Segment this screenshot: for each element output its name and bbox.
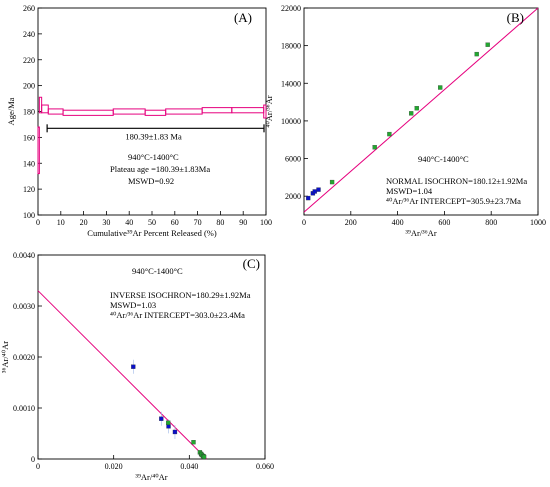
y-tick-label: 180 (23, 108, 35, 117)
x-tick-label: 400 (392, 218, 404, 227)
annotation-isochron-age: INVERSE ISOCHRON=180.29±1.92Ma (110, 290, 251, 300)
y-tick-label: 140 (23, 159, 35, 168)
data-point-green (409, 111, 414, 116)
y-tick-label: 6000 (285, 155, 301, 164)
panel-label: (C) (243, 256, 260, 271)
data-point-green (474, 51, 479, 57)
y-tick-label: 100 (23, 211, 35, 220)
x-tick-label: 50 (148, 218, 156, 227)
data-point-green (387, 131, 392, 137)
annotation-temperature: 940°C-1400°C (132, 266, 183, 276)
x-tick-label: 0.040 (180, 462, 198, 471)
y-tick-label: 22000 (281, 4, 301, 13)
y-tick-label: 260 (23, 4, 35, 13)
annotation-isochron-age: NORMAL ISOCHRON=180.12±1.92Ma (386, 176, 527, 186)
annotation-intercept: ⁴⁰Ar/³⁶Ar INTERCEPT=303.0±23.4Ma (110, 310, 245, 320)
age-step (47, 108, 64, 115)
x-axis-label: ³⁹Ar/³⁶Ar (405, 228, 436, 238)
age-step (62, 109, 114, 116)
annotation-plateau-age: Plateau age =180.39±1.83Ma (110, 164, 210, 174)
y-tick-label: 240 (23, 30, 35, 39)
data-point-green (165, 420, 171, 425)
isochron-fit-line (303, 7, 539, 213)
x-axis-label: Cumulative³⁹Ar Percent Released (%) (87, 228, 217, 238)
age-step (263, 104, 267, 119)
data-point-blue (316, 187, 321, 192)
y-axis-label: ³⁶Ar/⁴⁰Ar (0, 341, 10, 373)
y-tick-label: 0.0030 (13, 302, 35, 311)
data-point-blue (172, 429, 178, 435)
data-point-green (201, 454, 207, 460)
y-tick-label: 0 (31, 455, 35, 464)
y-tick-label: 220 (23, 56, 35, 65)
x-tick-label: 70 (194, 218, 202, 227)
plateau-label: 180.39±1.83 Ma (125, 131, 182, 141)
isochron-fit-line (37, 290, 208, 460)
x-tick-label: 1000 (530, 218, 546, 227)
y-tick-label: 120 (23, 185, 35, 194)
age-step (41, 104, 49, 114)
panel-a-plateau-chart: 100 120 140 160 180 200 220 240 260 0 10 20 30 40 50 60… (6, 4, 272, 238)
y-tick-label: 0.0020 (13, 353, 35, 362)
x-tick-label: 0 (36, 462, 40, 471)
y-tick-label: 0.0010 (13, 404, 35, 413)
y-tick-label: 0.0040 (13, 251, 35, 260)
x-tick-label: 200 (345, 218, 357, 227)
age-step (201, 107, 233, 114)
y-tick-label: 10000 (281, 117, 301, 126)
data-point-blue (166, 424, 171, 429)
x-tick-label: 10 (57, 218, 65, 227)
x-tick-label: 60 (171, 218, 179, 227)
age-step (112, 108, 146, 115)
x-axis-label: ³⁹Ar/⁴⁰Ar (135, 472, 167, 482)
annotation-mswd: MSWD=0.92 (128, 176, 174, 186)
plot-frame (303, 7, 539, 216)
x-tick-label: 40 (125, 218, 133, 227)
plot-frame (37, 254, 266, 460)
annotation-mswd: MSWD=1.04 (386, 186, 433, 196)
y-tick-label: 14000 (281, 79, 301, 88)
y-axis-label: ⁴⁰Ar/³⁶Ar (264, 95, 274, 127)
y-axis-label: Age/Ma (6, 97, 16, 125)
annotation-temperature: 940°C-1400°C (418, 154, 469, 164)
x-tick-label: 0 (36, 218, 40, 227)
age-step (231, 107, 265, 114)
x-tick-label: 80 (216, 218, 224, 227)
age-step (37, 126, 40, 175)
x-tick-label: 100 (260, 218, 272, 227)
data-point-green (372, 145, 377, 150)
y-tick-label: 2000 (285, 192, 301, 201)
data-point-blue (131, 364, 136, 369)
data-point-blue (306, 195, 311, 201)
data-point-green (191, 440, 196, 445)
panel-b-normal-isochron-chart: 2000 6000 10000 14000 18000 22000 0 200 400 600 80… (264, 4, 546, 238)
y-tick-label: 200 (23, 82, 35, 91)
panel-label: (B) (507, 10, 524, 25)
x-tick-label: 20 (80, 218, 88, 227)
panel-c-inverse-isochron-chart: 0 0.0010 0.0020 0.0030 0.0040 0 0.020 0.040 0.06… (0, 251, 274, 482)
data-point-blue (312, 189, 317, 194)
annotation-mswd: MSWD=1.03 (110, 300, 156, 310)
x-tick-label: 30 (102, 218, 110, 227)
panel-label: (A) (234, 10, 252, 25)
age-step (144, 109, 167, 116)
data-point-green (329, 179, 335, 185)
x-tick-label: 90 (239, 218, 247, 227)
data-point-blue (159, 416, 164, 421)
data-point-green (485, 42, 490, 47)
annotation-temperature: 940°C-1400°C (128, 152, 179, 162)
x-tick-label: 0.060 (256, 462, 274, 471)
data-point-green (438, 85, 443, 90)
data-point-green (414, 106, 419, 111)
annotation-intercept: ⁴⁰Ar/³⁶Ar INTERCEPT=305.9±23.7Ma (386, 196, 521, 206)
x-tick-label: 600 (438, 218, 450, 227)
x-tick-label: 0 (302, 218, 306, 227)
x-tick-label: 800 (485, 218, 497, 227)
y-tick-label: 18000 (281, 42, 301, 51)
y-tick-label: 160 (23, 133, 35, 142)
age-step (165, 108, 203, 115)
x-tick-label: 0.020 (105, 462, 123, 471)
